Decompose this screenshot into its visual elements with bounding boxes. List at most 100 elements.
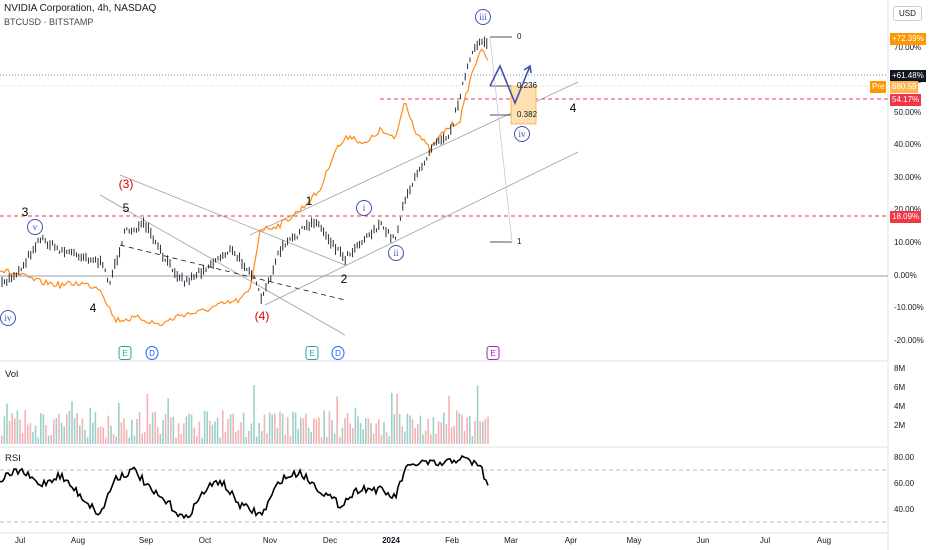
wave-label-red-3[interactable]: (3)	[118, 177, 134, 191]
earnings-event-icon[interactable]: E	[118, 346, 132, 360]
channel-lower-down[interactable]	[119, 174, 346, 266]
time-axis-label: Jul	[14, 536, 26, 545]
volume-bar	[261, 431, 263, 444]
volume-bar	[141, 433, 143, 444]
volume-bar	[128, 437, 130, 444]
volume-bar	[131, 419, 133, 444]
volume-bar	[92, 422, 94, 444]
volume-bar	[466, 417, 468, 444]
wave-circle-iv-target[interactable]: iv	[514, 126, 530, 142]
volume-bar	[133, 435, 136, 444]
volume-bar	[279, 411, 281, 444]
wave-label-3[interactable]: 3	[21, 205, 29, 219]
wave-circle-ii[interactable]: ii	[388, 245, 404, 261]
earnings-event-icon-2[interactable]: E	[305, 346, 319, 360]
volume-bar	[292, 411, 294, 444]
earnings-event-icon-upcoming[interactable]: E	[486, 346, 500, 360]
wave-label-red-4[interactable]: (4)	[254, 309, 270, 323]
last-change-badge: +61.48%	[890, 70, 926, 82]
price-axis-tick: 10.00%	[894, 238, 922, 247]
volume-bar	[172, 416, 175, 444]
time-axis-label: 2024	[382, 536, 400, 545]
volume-bar	[164, 414, 167, 444]
wave-label-5[interactable]: 5	[122, 201, 130, 215]
volume-bar	[185, 416, 188, 444]
volume-bar	[250, 423, 253, 444]
volume-bar	[263, 414, 266, 444]
volume-bar	[151, 412, 154, 444]
volume-bar	[276, 427, 279, 444]
volume-bar	[359, 423, 362, 444]
projection-path[interactable]	[489, 64, 531, 106]
volume-bar	[201, 437, 203, 444]
volume-bar	[170, 417, 172, 444]
channel-lower-up[interactable]	[264, 151, 579, 306]
volume-bar	[240, 422, 242, 444]
volume-bar	[419, 415, 422, 444]
projection-arrowhead	[523, 64, 532, 74]
volume-bar	[180, 433, 182, 444]
volume-bar	[424, 430, 427, 444]
volume-bar	[450, 427, 453, 444]
price-axis-tick: 40.00%	[894, 140, 922, 149]
volume-bar	[14, 418, 16, 444]
volume-bar	[138, 411, 141, 444]
time-axis-label: Sep	[138, 536, 154, 545]
volume-bar	[274, 413, 276, 444]
volume-bar	[224, 432, 227, 444]
volume-bar	[16, 410, 19, 444]
volume-bar	[120, 422, 123, 444]
price-axis-tick: -10.00%	[894, 303, 924, 312]
volume-bar	[323, 410, 325, 444]
volume-bar	[448, 395, 450, 444]
compare-symbol[interactable]: BTCUSD · BITSTAMP	[4, 17, 94, 27]
volume-bar	[302, 418, 305, 444]
volume-bar	[157, 427, 159, 444]
volume-bar	[79, 425, 81, 444]
volume-bar	[440, 422, 442, 444]
wave-label-4[interactable]: 4	[89, 301, 97, 315]
volume-bar	[313, 418, 315, 444]
fib-target-zone[interactable]	[510, 85, 537, 125]
rsi-line[interactable]	[0, 454, 489, 520]
volume-bar	[107, 415, 110, 444]
volume-bar	[281, 413, 284, 444]
volume-bar	[177, 423, 180, 444]
volume-bar	[375, 423, 377, 444]
wave-circle-v[interactable]: v	[27, 219, 43, 235]
btc-compare-line[interactable]	[0, 48, 489, 327]
volume-tick: 6M	[894, 383, 906, 392]
volume-bar	[437, 421, 440, 444]
volume-bar	[66, 414, 68, 444]
volume-bar	[115, 436, 117, 444]
volume-bar	[45, 425, 47, 444]
fib-label-1: 1	[517, 237, 522, 246]
wave-label-1[interactable]: 1	[305, 194, 313, 208]
volume-bar	[232, 413, 234, 444]
volume-bar	[253, 385, 255, 444]
wave-circle-i[interactable]: i	[356, 200, 372, 216]
volume-bar	[367, 418, 370, 444]
wave-label-2[interactable]: 2	[340, 272, 348, 286]
dividend-event-icon-2[interactable]: D	[331, 346, 345, 360]
volume-bar	[105, 437, 107, 444]
channel-upper-down[interactable]	[99, 194, 346, 336]
volume-bar	[422, 434, 424, 444]
wave-circle-iii[interactable]: iii	[475, 9, 491, 25]
currency-selector[interactable]: USD	[893, 6, 922, 21]
volume-bar	[339, 436, 341, 444]
volume-bar	[89, 407, 91, 444]
volume-bar	[219, 437, 221, 444]
volume-bar	[255, 436, 258, 444]
channel-mid-dashed[interactable]	[119, 244, 346, 301]
volume-pane-label[interactable]: Vol	[5, 369, 19, 380]
volume-bar	[398, 414, 401, 444]
price-axis-tick: 0.00%	[894, 271, 917, 280]
rsi-pane-label[interactable]: RSI	[5, 453, 21, 464]
wave-label-4-target[interactable]: 4	[569, 101, 577, 115]
wave-circle-iv-left[interactable]: iv	[0, 310, 16, 326]
chart-title[interactable]: NVIDIA Corporation, 4h, NASDAQ	[4, 3, 157, 14]
dividend-event-icon[interactable]: D	[145, 346, 159, 360]
fib-trend-line	[489, 36, 513, 243]
